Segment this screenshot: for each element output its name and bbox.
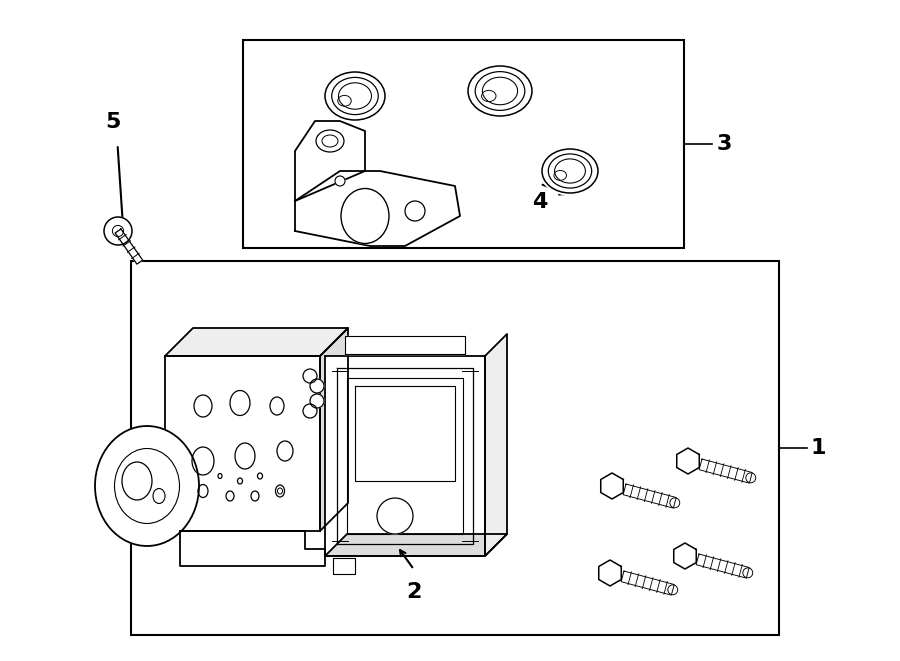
Polygon shape: [333, 558, 355, 574]
Ellipse shape: [323, 70, 387, 122]
Ellipse shape: [194, 395, 212, 417]
Text: 5: 5: [104, 112, 121, 132]
Ellipse shape: [238, 478, 242, 484]
Circle shape: [377, 498, 413, 534]
Bar: [243, 40, 684, 248]
Circle shape: [742, 568, 752, 578]
Ellipse shape: [235, 443, 255, 469]
Polygon shape: [485, 334, 507, 556]
Polygon shape: [621, 571, 674, 595]
Circle shape: [746, 473, 756, 483]
Circle shape: [668, 585, 678, 595]
Ellipse shape: [226, 491, 234, 501]
Ellipse shape: [122, 462, 152, 500]
Circle shape: [670, 498, 680, 508]
Polygon shape: [598, 560, 621, 586]
Polygon shape: [600, 473, 624, 499]
Ellipse shape: [316, 130, 344, 152]
Circle shape: [310, 379, 324, 393]
Ellipse shape: [251, 491, 259, 501]
Polygon shape: [180, 531, 325, 566]
Polygon shape: [295, 171, 460, 246]
Ellipse shape: [230, 391, 250, 416]
Polygon shape: [325, 534, 507, 556]
Ellipse shape: [466, 64, 534, 118]
Ellipse shape: [341, 188, 389, 243]
Polygon shape: [295, 121, 365, 201]
Circle shape: [335, 176, 345, 186]
Circle shape: [310, 394, 324, 408]
Polygon shape: [699, 459, 752, 483]
Circle shape: [303, 404, 317, 418]
Polygon shape: [677, 448, 699, 474]
Circle shape: [405, 201, 425, 221]
Ellipse shape: [192, 447, 214, 475]
Circle shape: [303, 369, 317, 383]
Bar: [130, 261, 778, 635]
Ellipse shape: [275, 485, 284, 497]
Polygon shape: [115, 229, 143, 264]
Polygon shape: [165, 328, 348, 356]
Ellipse shape: [218, 473, 222, 479]
Polygon shape: [623, 484, 676, 508]
Ellipse shape: [277, 441, 293, 461]
Text: 4: 4: [532, 192, 548, 212]
Ellipse shape: [540, 147, 600, 195]
Ellipse shape: [257, 473, 263, 479]
Text: 1: 1: [811, 438, 826, 458]
Polygon shape: [696, 554, 749, 578]
Ellipse shape: [95, 426, 199, 546]
Ellipse shape: [270, 397, 284, 415]
Polygon shape: [320, 328, 348, 531]
Polygon shape: [325, 356, 485, 556]
Ellipse shape: [198, 485, 208, 498]
Text: 2: 2: [406, 582, 422, 602]
Polygon shape: [345, 336, 465, 354]
Text: 3: 3: [717, 134, 733, 154]
Polygon shape: [165, 356, 320, 531]
Circle shape: [104, 217, 132, 245]
Polygon shape: [674, 543, 697, 569]
